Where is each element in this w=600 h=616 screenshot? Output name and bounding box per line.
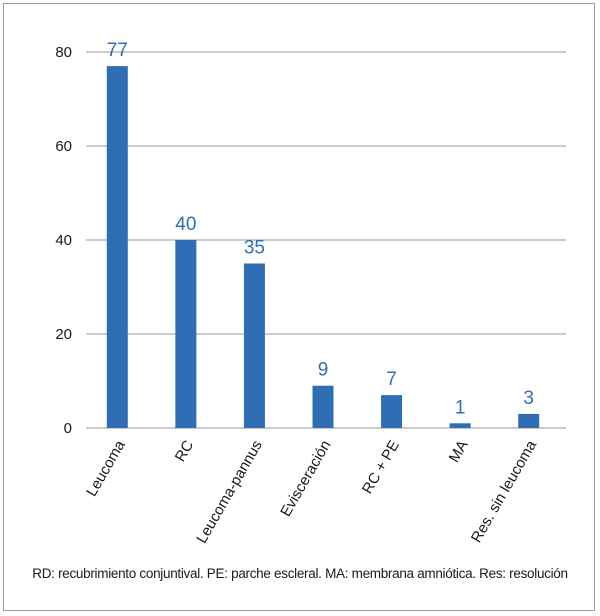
category-label: RC + PE (359, 438, 403, 497)
bar (381, 395, 403, 428)
bar (175, 240, 197, 428)
y-tick-label: 40 (55, 232, 72, 249)
category-label: RC (172, 437, 198, 464)
bar (106, 66, 128, 428)
category-label: Leucoma (83, 437, 129, 500)
data-label: 35 (244, 238, 265, 259)
bar (518, 413, 540, 428)
data-label: 77 (107, 40, 128, 61)
bar (312, 385, 334, 428)
gridlines (86, 51, 566, 429)
data-label: 40 (175, 214, 196, 235)
category-label: Res. sin leucoma (468, 437, 541, 546)
data-label: 9 (318, 360, 329, 381)
data-label: 1 (455, 397, 466, 418)
bar-chart: 0 20 40 60 80 77 40 35 9 7 1 3 Leucoma RCLeucoma-pa… (55, 40, 566, 546)
bar (243, 263, 265, 428)
category-label: MA (446, 438, 472, 466)
category-label: Evisceración (277, 438, 334, 520)
y-axis-ticks: 0 20 40 60 80 (55, 44, 72, 437)
bars (106, 66, 540, 428)
y-tick-label: 60 (55, 138, 72, 155)
bar (449, 423, 471, 428)
footnote: RD: recubrimiento conjuntival. PE: parch… (32, 566, 568, 581)
data-labels: 77 40 35 9 7 1 3 (107, 40, 534, 418)
category-label: Leucoma-pannus (193, 438, 266, 547)
data-label: 7 (386, 369, 397, 390)
y-tick-label: 0 (64, 420, 72, 437)
data-label: 3 (523, 388, 534, 409)
y-tick-label: 20 (55, 326, 72, 343)
figure-frame (3, 3, 595, 611)
y-tick-label: 80 (55, 44, 72, 61)
